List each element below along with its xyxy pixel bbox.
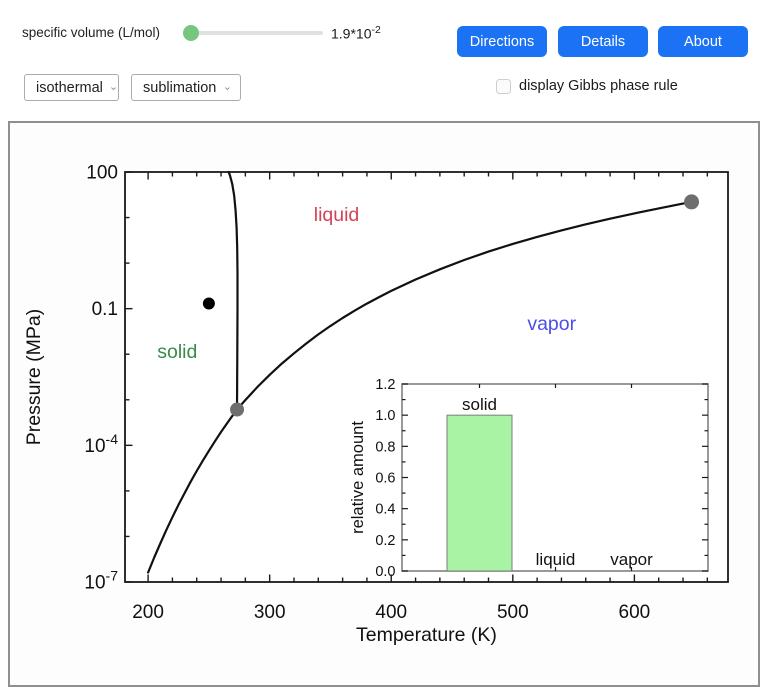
- gibbs-phase-rule-checkbox[interactable]: [496, 79, 511, 94]
- vaporization-curve: [235, 200, 693, 411]
- y-tick-label: 10-4: [84, 431, 118, 457]
- y-tick-label: 10-7: [84, 568, 118, 594]
- inset-y-tick-label: 0.6: [375, 471, 395, 487]
- chevron-down-icon: ⌄: [222, 81, 232, 93]
- melting-curve: [227, 170, 239, 411]
- bar-solid: [446, 414, 513, 572]
- inset-category-label-vapor: vapor: [610, 550, 653, 569]
- sublimation-curve: [147, 408, 239, 574]
- specific-volume-label: specific volume (L/mol): [22, 25, 161, 40]
- inset-y-tick-label: 0.0: [375, 564, 395, 580]
- inset-y-tick-label: 1.2: [375, 377, 395, 393]
- inset-y-tick-label: 0.8: [375, 439, 395, 455]
- inset-y-tick-label: 0.2: [375, 533, 395, 549]
- process-type-dropdown[interactable]: isothermal ⌄: [24, 74, 119, 101]
- region-label-solid: solid: [157, 341, 197, 363]
- y-axis-label: Pressure (MPa): [23, 309, 45, 446]
- triple-point: [230, 402, 245, 417]
- transition-dropdown[interactable]: sublimation ⌄: [131, 74, 241, 101]
- process-type-dropdown-value: isothermal: [36, 79, 103, 96]
- directions-button[interactable]: Directions: [457, 26, 547, 57]
- transition-dropdown-value: sublimation: [143, 79, 217, 96]
- x-tick-label: 200: [132, 602, 164, 623]
- region-label-liquid: liquid: [314, 204, 360, 226]
- inset-y-axis-label: relative amount: [349, 421, 367, 534]
- gibbs-phase-rule-checkbox-label: display Gibbs phase rule: [519, 78, 678, 94]
- y-tick-label: 0.1: [92, 299, 118, 320]
- specific-volume-slider-handle[interactable]: [183, 25, 199, 41]
- chevron-down-icon: ⌄: [108, 81, 119, 93]
- x-tick-label: 400: [375, 602, 407, 623]
- inset-y-tick-label: 1.0: [375, 408, 395, 424]
- specific-volume-value: 1.9*10-2: [331, 24, 381, 42]
- about-button[interactable]: About: [658, 26, 748, 57]
- y-tick-label: 100: [86, 163, 118, 184]
- critical-point: [684, 194, 700, 210]
- state-point[interactable]: [202, 297, 215, 310]
- specific-volume-slider-track[interactable]: [192, 31, 323, 35]
- x-tick-label: 500: [497, 602, 529, 623]
- x-axis-label: Temperature (K): [356, 624, 497, 646]
- x-tick-label: 600: [619, 602, 651, 623]
- inset-category-label-solid: solid: [462, 395, 497, 414]
- inset-y-tick-label: 0.4: [375, 502, 395, 518]
- phase-diagram-chart: 200 300 400 500 600 10-7 10-4 0.1 100 Temperature…: [23, 163, 729, 646]
- details-button[interactable]: Details: [558, 26, 648, 57]
- region-label-vapor: vapor: [527, 313, 576, 335]
- inset-category-label-liquid: liquid: [536, 550, 576, 569]
- phase-diagram-panel: 200 300 400 500 600 10-7 10-4 0.1 100 Temperature…: [8, 121, 760, 687]
- x-tick-label: 300: [254, 602, 286, 623]
